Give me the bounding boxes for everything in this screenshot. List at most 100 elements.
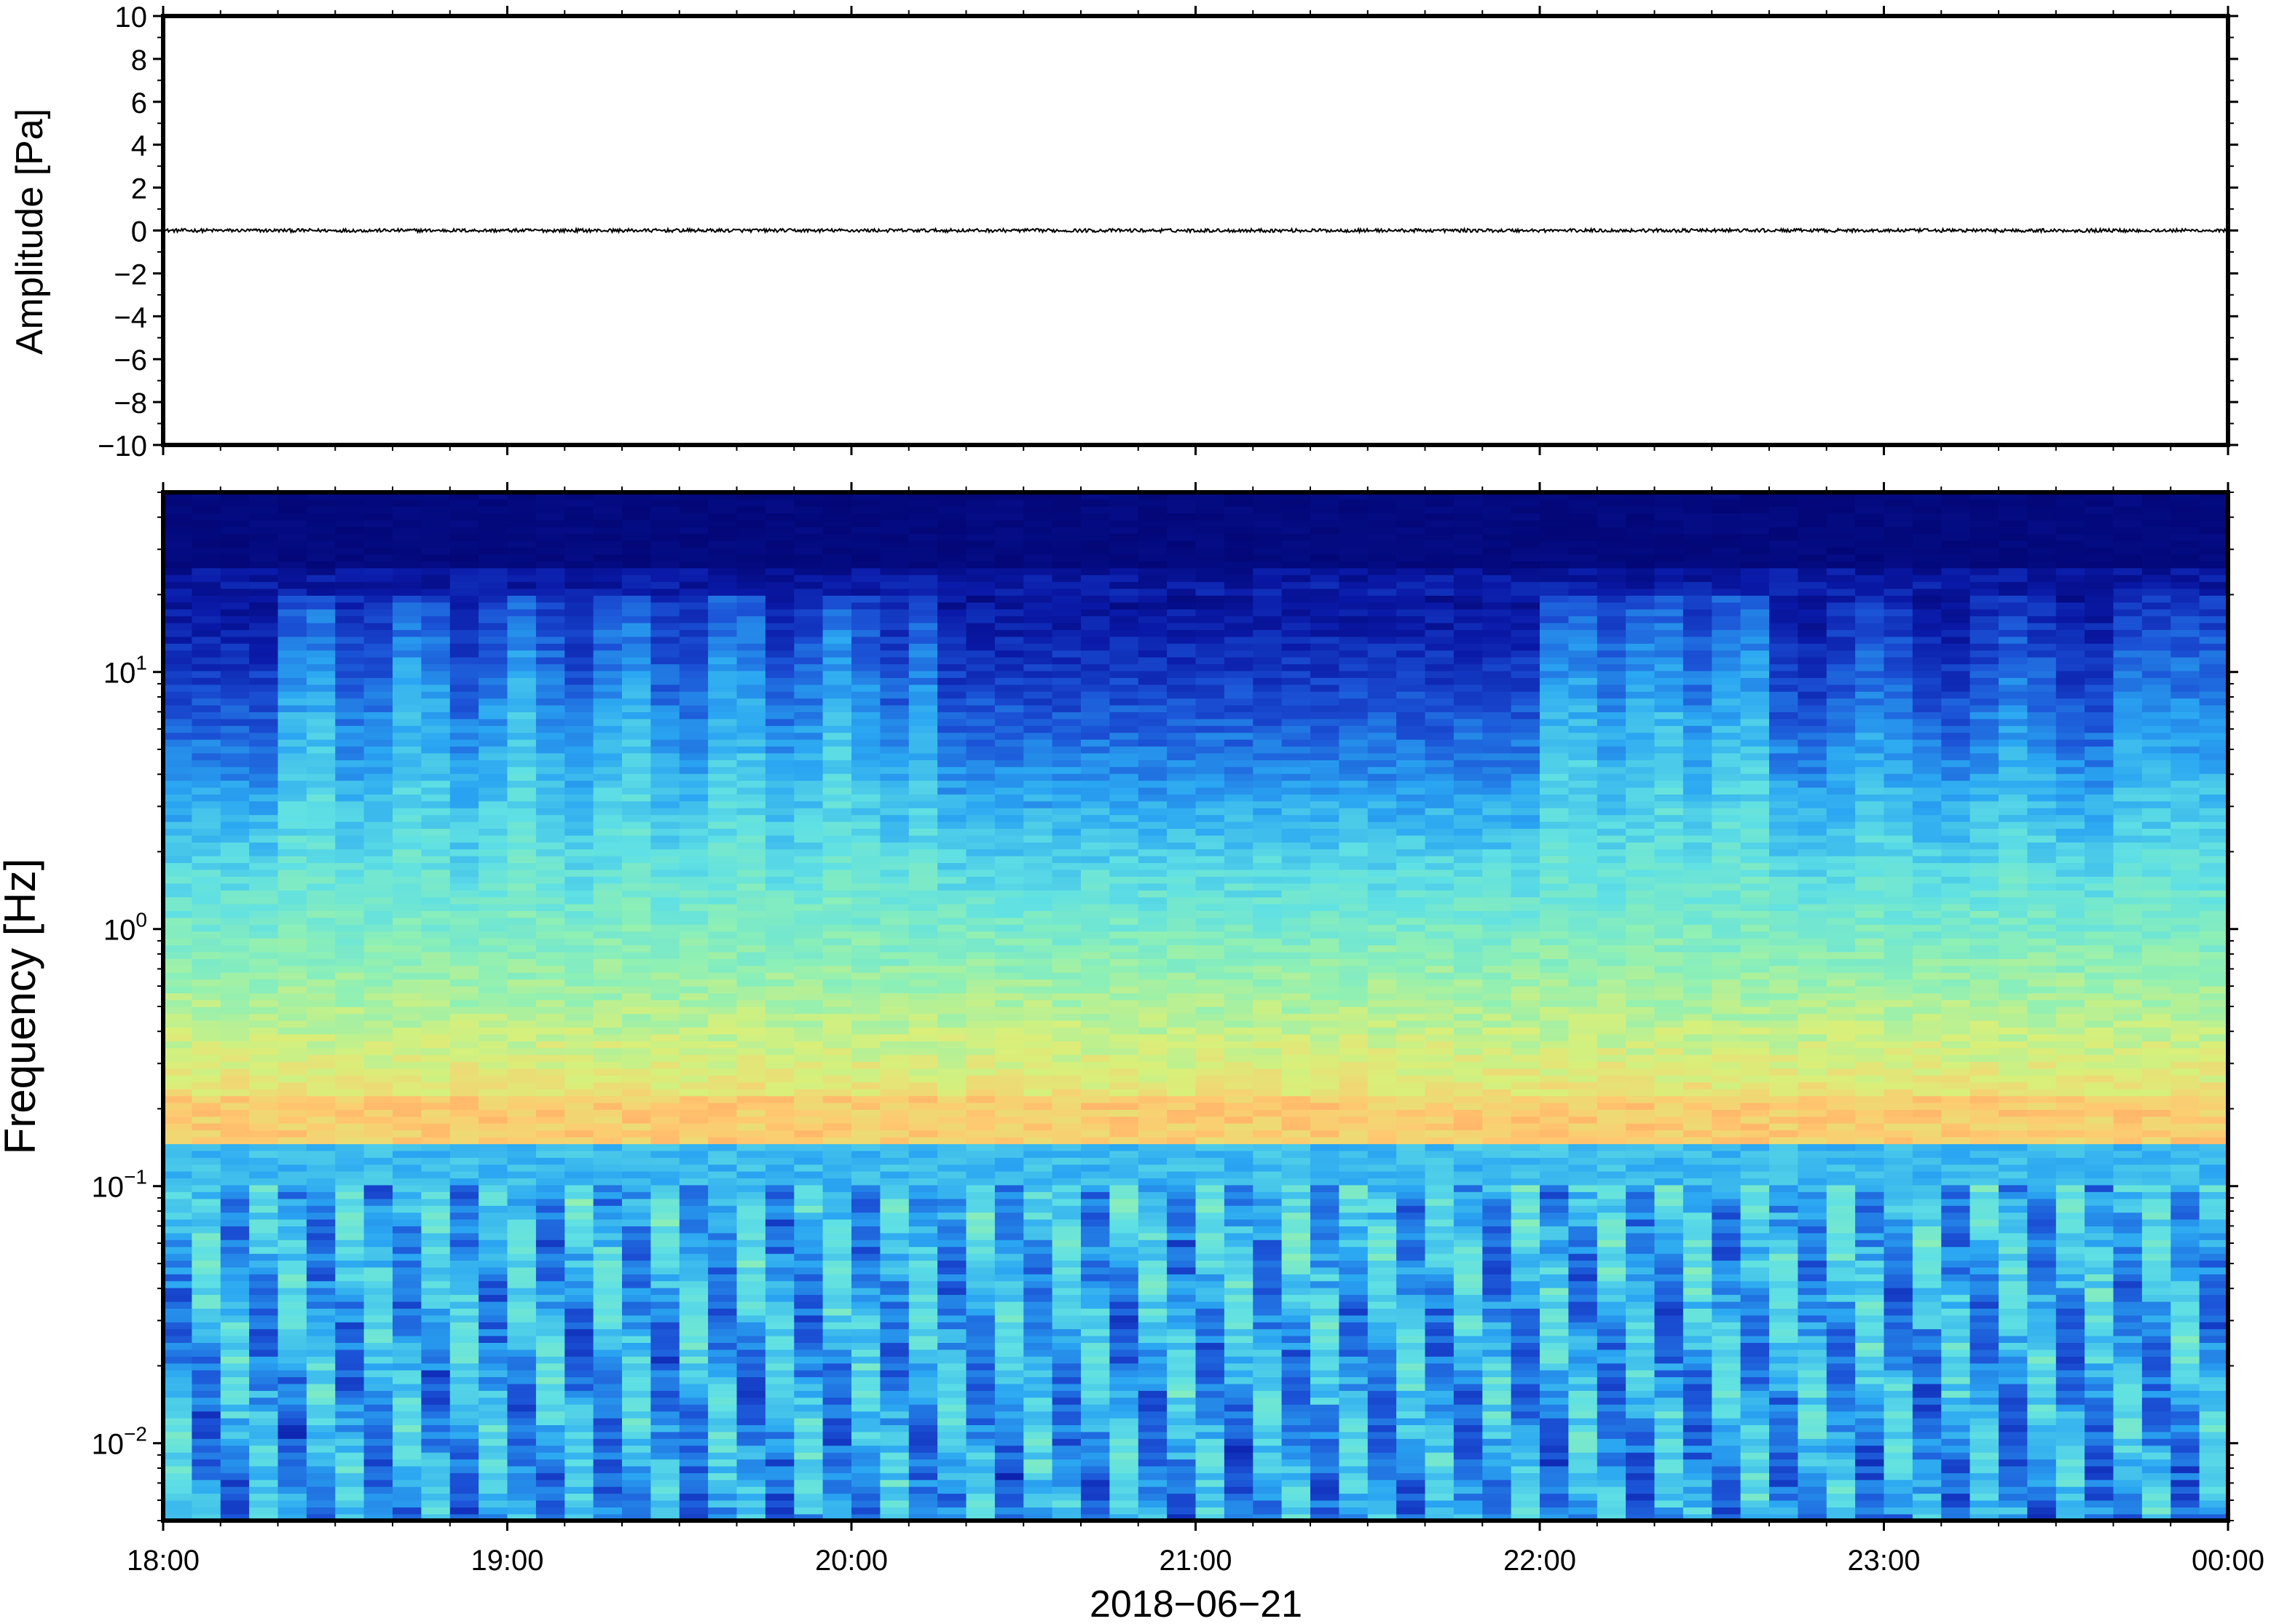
spectrogram-cell [507, 814, 537, 822]
spectrogram-cell [880, 1191, 910, 1199]
spectrogram-cell [479, 1095, 508, 1103]
spectrogram-cell [994, 1349, 1025, 1357]
spectrogram-cell [1023, 519, 1053, 527]
spectrogram-cell [335, 1486, 365, 1494]
spectrogram-cell [765, 924, 795, 932]
spectrogram-cell [736, 718, 766, 726]
spectrogram-cell [507, 945, 537, 953]
spectrogram-cell [708, 1342, 738, 1350]
spectrogram-cell [449, 855, 479, 864]
spectrogram-cell [192, 1143, 221, 1151]
spectrogram-cell [479, 622, 508, 631]
spectrogram-cell [994, 1027, 1025, 1035]
spectrogram-cell [278, 883, 307, 891]
spectrogram-cell [908, 1164, 938, 1172]
spectrogram-cell [822, 1513, 852, 1521]
spectrogram-cell [278, 547, 307, 555]
spectrogram-cell [593, 1260, 623, 1268]
spectrogram-cell [249, 609, 279, 617]
spectrogram-cell [393, 890, 422, 898]
spectrogram-cell [765, 1431, 795, 1439]
spectrogram-cell [535, 965, 566, 973]
spectrogram-cell [278, 773, 307, 781]
spectrogram-cell [220, 1404, 250, 1412]
spectrogram-cell [564, 513, 594, 521]
spectrogram-cell [393, 595, 422, 603]
amplitude-trace-line [163, 226, 2228, 234]
spectrogram-cell [1023, 848, 1053, 856]
spectrogram-cell [564, 1499, 594, 1507]
spectrogram-cell [507, 1431, 537, 1439]
spectrogram-cell [994, 1445, 1025, 1453]
spectrogram-cell [393, 993, 422, 1001]
spectrogram-cell [708, 1507, 738, 1515]
spectrogram-cell [851, 1411, 881, 1419]
spectrogram-cell [249, 787, 279, 795]
spectrogram-cell [278, 1397, 307, 1405]
spectrogram-cell [507, 1178, 537, 1186]
spectrogram-cell [736, 931, 766, 939]
spectrogram-cell [449, 1157, 479, 1165]
spectrogram-cell [966, 1157, 996, 1165]
spectrogram-cell [679, 869, 709, 877]
spectrogram-cell [220, 629, 250, 637]
spectrogram-cell [507, 677, 537, 685]
spectrogram-cell [937, 540, 967, 548]
spectrogram-cell [1052, 1260, 1082, 1268]
spectrogram-cell [449, 1143, 479, 1151]
spectrogram-cell [994, 910, 1025, 918]
spectrogram-cell [564, 842, 594, 850]
spectrogram-cell [192, 1136, 221, 1145]
spectrogram-cell [650, 1479, 680, 1487]
spectrogram-cell [1081, 1369, 1111, 1378]
spectrogram-cell [507, 855, 537, 864]
spectrogram-cell [249, 883, 279, 891]
spectrogram-cell [363, 1150, 393, 1158]
spectrogram-cell [278, 561, 307, 569]
spectrogram-cell [421, 752, 451, 760]
spectrogram-cell [708, 1150, 738, 1158]
spectrogram-cell [736, 1493, 766, 1501]
spectrogram-cell [765, 746, 795, 754]
spectrogram-cell [1052, 1239, 1082, 1247]
spectrogram-cell [765, 1041, 795, 1049]
spectrogram-cell [163, 527, 193, 535]
spectrogram-cell [163, 1075, 193, 1083]
spectrogram-cell [708, 1095, 738, 1103]
spectrogram-cell [736, 1047, 766, 1055]
spectrogram-cell [363, 1020, 393, 1028]
spectrogram-cell [1052, 1280, 1082, 1288]
spectrogram-cell [535, 684, 566, 692]
spectrogram-cell [794, 1349, 824, 1357]
spectrogram-cell [794, 979, 824, 987]
spectrogram-cell [363, 588, 393, 596]
spectrogram-cell [421, 1205, 451, 1213]
spectrogram-cell [363, 1438, 393, 1446]
spectrogram-cell [708, 1205, 738, 1213]
spectrogram-cell [822, 1089, 852, 1097]
spectrogram-cell [765, 533, 795, 541]
spectrogram-cell [192, 1102, 221, 1110]
spectrogram-cell [650, 1006, 680, 1014]
spectrogram-cell [994, 1308, 1025, 1316]
spectrogram-cell [880, 842, 910, 850]
spectrogram-cell [679, 1465, 709, 1473]
spectrogram-cell [479, 787, 508, 795]
spectrogram-cell [1052, 691, 1082, 699]
spectrogram-cell [994, 1143, 1025, 1151]
spectrogram-cell [736, 821, 766, 829]
spectrogram-cell [363, 547, 393, 555]
spectrogram-cell [507, 746, 537, 754]
spectrogram-cell [306, 1143, 336, 1151]
spectrogram-cell [650, 828, 680, 836]
spectrogram-cell [880, 1205, 910, 1213]
spectrogram-cell [192, 1232, 221, 1240]
spectrogram-cell [822, 1451, 852, 1460]
spectrogram-cell [880, 670, 910, 678]
spectrogram-cell [822, 1274, 852, 1282]
spectrogram-cell [421, 1314, 451, 1323]
spectrogram-cell [851, 862, 881, 870]
spectrogram-cell [449, 1061, 479, 1069]
spectrogram-cell [220, 1479, 250, 1487]
spectrogram-cell [249, 876, 279, 884]
